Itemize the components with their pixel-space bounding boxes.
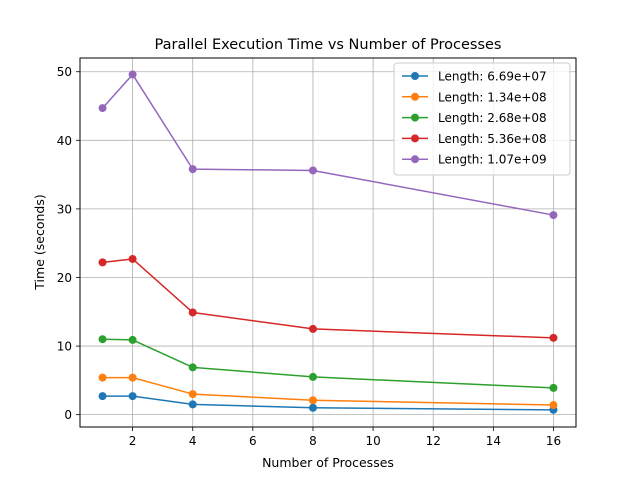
- data-point: [99, 374, 107, 382]
- legend-label: Length: 1.34e+08: [438, 90, 547, 104]
- data-point: [189, 165, 197, 173]
- chart-title: Parallel Execution Time vs Number of Pro…: [155, 37, 502, 53]
- legend-marker: [411, 72, 419, 80]
- x-tick-label: 8: [309, 434, 317, 448]
- y-tick-label: 20: [57, 271, 72, 285]
- x-tick-label: 10: [365, 434, 380, 448]
- data-point: [549, 401, 557, 409]
- y-tick-label: 30: [57, 202, 72, 216]
- data-point: [309, 325, 317, 333]
- x-tick-label: 4: [189, 434, 197, 448]
- data-point: [129, 70, 137, 78]
- legend-label: Length: 6.69e+07: [438, 70, 547, 84]
- data-point: [99, 392, 107, 400]
- legend-marker: [411, 134, 419, 142]
- data-point: [549, 384, 557, 392]
- data-point: [129, 255, 137, 263]
- x-axis-label: Number of Processes: [262, 455, 394, 470]
- data-point: [189, 308, 197, 316]
- x-tick-label: 14: [486, 434, 501, 448]
- legend-label: Length: 1.07e+09: [438, 153, 547, 167]
- data-point: [189, 400, 197, 408]
- y-tick-label: 50: [57, 65, 72, 79]
- x-tick-label: 2: [129, 434, 137, 448]
- series-line: [103, 339, 554, 388]
- data-point: [309, 166, 317, 174]
- data-point: [549, 211, 557, 219]
- y-axis-label: Time (seconds): [32, 194, 47, 290]
- data-point: [309, 373, 317, 381]
- series-line: [103, 259, 554, 338]
- data-point: [99, 104, 107, 112]
- data-point: [129, 336, 137, 344]
- data-point: [309, 396, 317, 404]
- data-point: [309, 404, 317, 412]
- legend-marker: [411, 114, 419, 122]
- legend-label: Length: 2.68e+08: [438, 111, 547, 125]
- y-tick-label: 0: [64, 408, 72, 422]
- data-point: [99, 335, 107, 343]
- series-3: [99, 335, 558, 392]
- x-tick-label: 6: [249, 434, 257, 448]
- x-tick-label: 16: [546, 434, 561, 448]
- data-point: [189, 363, 197, 371]
- y-tick-label: 10: [57, 340, 72, 354]
- legend-marker: [411, 155, 419, 163]
- series-1: [99, 392, 558, 414]
- legend: Length: 6.69e+07 Length: 1.34e+08 Length: …: [394, 63, 570, 175]
- data-point: [129, 392, 137, 400]
- data-point: [129, 374, 137, 382]
- data-point: [549, 334, 557, 342]
- data-point: [99, 258, 107, 266]
- y-tick-label: 40: [57, 134, 72, 148]
- data-point: [189, 390, 197, 398]
- x-tick-label: 12: [426, 434, 441, 448]
- series-2: [99, 374, 558, 409]
- legend-marker: [411, 93, 419, 101]
- series-4: [99, 255, 558, 342]
- legend-label: Length: 5.36e+08: [438, 132, 547, 146]
